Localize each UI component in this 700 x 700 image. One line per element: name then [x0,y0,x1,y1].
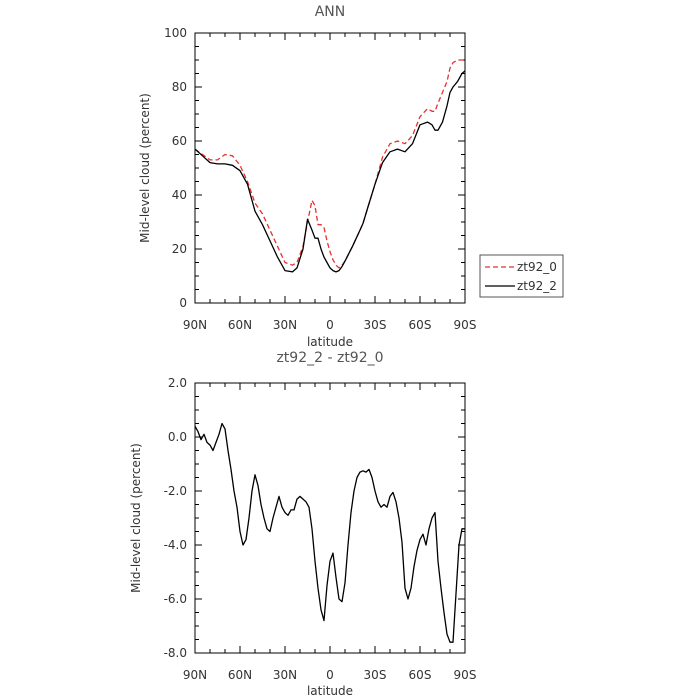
legend-box [479,254,564,298]
top-x-axis-title: latitude [307,335,353,349]
bottom-y-tick-label: -4.0 [164,538,187,552]
bottom-y-tick-label: 2.0 [168,376,187,390]
bottom-y-tick-label: -6.0 [164,592,187,606]
top-chart-title: ANN [315,4,346,20]
legend: zt92_0 zt92_2 [479,254,564,298]
top-x-axis: 90N 60N 30N 0 30S 60S 90S [183,33,477,332]
legend-label-zt92-2: zt92_2 [517,279,557,293]
bottom-y-axis: 2.0 0.0 -2.0 -4.0 -6.0 -8.0 [164,376,465,660]
top-y-axis: 0 20 40 60 80 100 [164,26,465,310]
top-y-tick-label: 20 [172,242,187,256]
bottom-x-tick-label: 90N [183,668,207,682]
top-series-line-zt92-0 [194,59,465,269]
top-y-tick-label: 60 [172,134,187,148]
top-x-tick-label: 60N [228,318,252,332]
bottom-chart-title: zt92_2 - zt92_0 [276,350,383,366]
bottom-x-tick-label: 90S [454,668,477,682]
top-y-tick-label: 0 [179,296,187,310]
top-y-tick-label: 100 [164,26,187,40]
top-y-tick-label: 40 [172,188,187,202]
top-series-group [194,59,466,273]
bottom-y-tick-label: -8.0 [164,646,187,660]
bottom-series-group [194,422,465,643]
bottom-x-axis-title: latitude [307,684,353,698]
top-series-line-zt92-2 [194,70,466,273]
top-x-tick-label: 30S [364,318,387,332]
top-y-axis-title: Mid-level cloud (percent) [138,93,152,243]
top-x-tick-label: 90N [183,318,207,332]
top-chart: ANN 0 20 40 60 80 100 90N 60N 30N 0 30S 60S 90S lat… [138,4,476,349]
top-x-tick-label: 30N [273,318,297,332]
bottom-chart: zt92_2 - zt92_0 2.0 0.0 -2.0 -4.0 -6.0 -8.0 9… [129,350,476,698]
top-x-tick-label: 90S [454,318,477,332]
top-x-tick-label: 0 [326,318,334,332]
top-y-tick-label: 80 [172,80,187,94]
bottom-y-tick-label: 0.0 [168,430,187,444]
bottom-y-axis-title: Mid-level cloud (percent) [129,443,143,593]
bottom-x-tick-label: 0 [326,668,334,682]
bottom-plot-frame [194,382,466,654]
bottom-x-tick-label: 60N [228,668,252,682]
bottom-x-tick-label: 30N [273,668,297,682]
bottom-y-tick-label: -2.0 [164,484,187,498]
bottom-x-axis: 90N 60N 30N 0 30S 60S 90S [183,383,477,682]
bottom-x-tick-label: 30S [364,668,387,682]
top-x-tick-label: 60S [409,318,432,332]
legend-label-zt92-0: zt92_0 [517,260,557,274]
bottom-series-line-diff [194,422,465,643]
bottom-x-tick-label: 60S [409,668,432,682]
